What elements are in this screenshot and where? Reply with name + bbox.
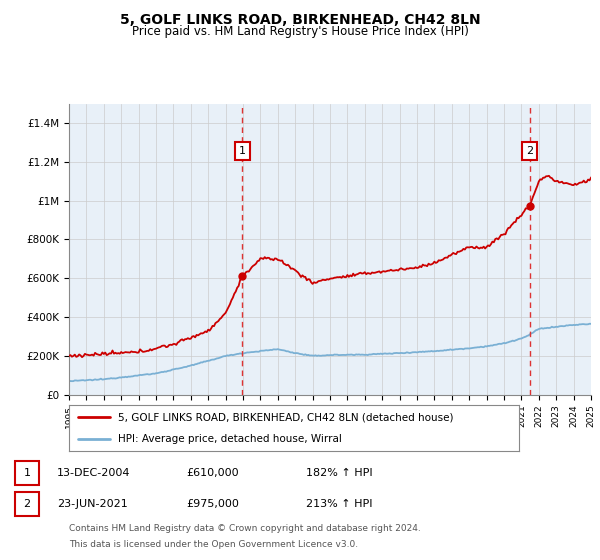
Text: 182% ↑ HPI: 182% ↑ HPI [306, 468, 373, 478]
Text: HPI: Average price, detached house, Wirral: HPI: Average price, detached house, Wirr… [119, 435, 343, 444]
Text: 5, GOLF LINKS ROAD, BIRKENHEAD, CH42 8LN (detached house): 5, GOLF LINKS ROAD, BIRKENHEAD, CH42 8LN… [119, 412, 454, 422]
Text: 2: 2 [23, 499, 31, 509]
Text: £975,000: £975,000 [186, 499, 239, 509]
Text: This data is licensed under the Open Government Licence v3.0.: This data is licensed under the Open Gov… [69, 540, 358, 549]
Text: 2: 2 [526, 146, 533, 156]
Text: 1: 1 [23, 468, 31, 478]
Text: 213% ↑ HPI: 213% ↑ HPI [306, 499, 373, 509]
Text: 1: 1 [239, 146, 246, 156]
Text: £610,000: £610,000 [186, 468, 239, 478]
Text: 13-DEC-2004: 13-DEC-2004 [57, 468, 131, 478]
Text: Contains HM Land Registry data © Crown copyright and database right 2024.: Contains HM Land Registry data © Crown c… [69, 524, 421, 533]
Text: Price paid vs. HM Land Registry's House Price Index (HPI): Price paid vs. HM Land Registry's House … [131, 25, 469, 38]
Text: 23-JUN-2021: 23-JUN-2021 [57, 499, 128, 509]
Text: 5, GOLF LINKS ROAD, BIRKENHEAD, CH42 8LN: 5, GOLF LINKS ROAD, BIRKENHEAD, CH42 8LN [119, 13, 481, 27]
